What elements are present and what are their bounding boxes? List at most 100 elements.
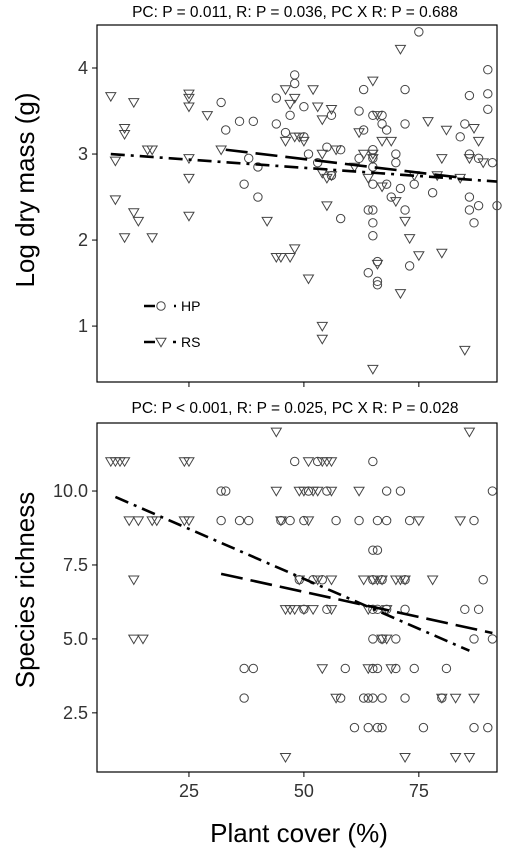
point-rs xyxy=(325,457,338,468)
point-hp xyxy=(483,89,493,99)
point-hp xyxy=(285,110,295,121)
point-rs xyxy=(399,216,411,227)
top-y-axis-title: Log dry mass (g) xyxy=(10,92,40,287)
point-hp xyxy=(248,116,259,127)
point-hp xyxy=(326,110,337,121)
point-rs xyxy=(279,136,292,147)
point-rs xyxy=(468,693,480,704)
point-hp xyxy=(372,722,383,733)
point-rs xyxy=(293,575,306,586)
point-rs xyxy=(371,259,384,270)
point-hp xyxy=(239,663,249,674)
legend-item-rs: RS xyxy=(144,334,200,350)
point-hp xyxy=(381,486,392,496)
point-hp xyxy=(368,145,378,155)
point-rs xyxy=(123,516,136,527)
point-hp xyxy=(340,663,350,674)
point-hp xyxy=(368,179,378,189)
bottom-panel-species-richness: PC: P < 0.001, R: P = 0.025, PC X R: P =… xyxy=(10,400,498,848)
point-hp xyxy=(303,149,314,159)
point-rs xyxy=(316,321,329,332)
point-rs xyxy=(109,156,122,167)
point-hp xyxy=(234,515,245,526)
trend-line-rs xyxy=(114,495,470,652)
point-rs xyxy=(183,102,195,113)
x-tick-label: 75 xyxy=(409,781,429,801)
point-hp xyxy=(460,604,470,615)
point-rs xyxy=(302,516,315,527)
point-rs xyxy=(330,693,342,704)
point-rs xyxy=(394,44,407,55)
point-hp xyxy=(368,231,378,241)
point-rs xyxy=(348,162,361,173)
point-rs xyxy=(146,145,159,156)
point-rs xyxy=(449,752,462,763)
y-tick-label: 4 xyxy=(78,58,88,78)
bottom-plot-area: 2.5 5.0 7.5 10.0 25 50 75 xyxy=(53,422,498,801)
point-hp xyxy=(363,722,373,733)
point-rs xyxy=(275,253,287,264)
point-rs xyxy=(215,145,228,156)
point-hp xyxy=(404,261,415,271)
point-hp xyxy=(368,456,378,467)
series-rs xyxy=(104,427,480,763)
point-rs xyxy=(118,123,131,134)
point-hp xyxy=(216,515,226,526)
point-rs xyxy=(463,154,476,165)
point-rs xyxy=(137,634,149,645)
point-rs xyxy=(201,111,214,122)
point-hp xyxy=(473,604,484,615)
point-hp xyxy=(381,125,392,135)
point-hp xyxy=(312,157,323,168)
point-hp xyxy=(409,663,419,674)
y-tick-label: 2.5 xyxy=(63,703,88,723)
point-rs xyxy=(325,105,338,116)
point-rs xyxy=(366,76,379,87)
point-hp xyxy=(216,97,226,108)
point-hp xyxy=(368,218,378,228)
legend-label-hp: HP xyxy=(181,298,200,314)
point-hp xyxy=(469,722,479,733)
point-hp xyxy=(349,722,360,733)
point-rs xyxy=(284,253,296,264)
point-rs xyxy=(366,149,379,160)
point-hp xyxy=(368,545,378,555)
point-rs xyxy=(127,634,140,645)
point-hp xyxy=(377,722,387,733)
series-hp xyxy=(216,456,498,733)
point-hp xyxy=(244,515,254,526)
legend-label-rs: RS xyxy=(181,334,200,350)
point-hp xyxy=(372,280,383,290)
point-hp xyxy=(377,693,387,703)
point-hp xyxy=(483,65,493,75)
point-hp xyxy=(368,693,378,703)
legend-item-hp: HP xyxy=(144,298,200,314)
point-rs xyxy=(325,605,338,616)
point-rs xyxy=(435,154,448,165)
point-rs xyxy=(316,664,329,675)
point-rs xyxy=(376,575,388,586)
point-rs xyxy=(394,289,407,300)
point-rs xyxy=(325,486,338,497)
point-rs xyxy=(183,211,195,222)
point-hp xyxy=(441,663,452,674)
point-rs xyxy=(316,149,329,160)
point-hp xyxy=(354,106,364,116)
y-tick-label: 1 xyxy=(78,316,88,336)
point-rs xyxy=(302,274,315,285)
point-hp xyxy=(354,515,364,526)
point-hp xyxy=(469,218,479,228)
point-hp xyxy=(418,722,429,733)
point-rs xyxy=(279,85,292,96)
point-hp xyxy=(400,205,410,215)
point-rs xyxy=(463,752,476,763)
point-rs xyxy=(412,516,425,527)
point-hp xyxy=(363,693,373,703)
y-tick-label: 10.0 xyxy=(53,481,88,501)
point-rs xyxy=(109,195,122,206)
point-rs xyxy=(376,136,388,147)
point-rs xyxy=(435,693,448,704)
point-hp xyxy=(469,515,479,526)
top-legend: HP RS xyxy=(144,298,200,350)
